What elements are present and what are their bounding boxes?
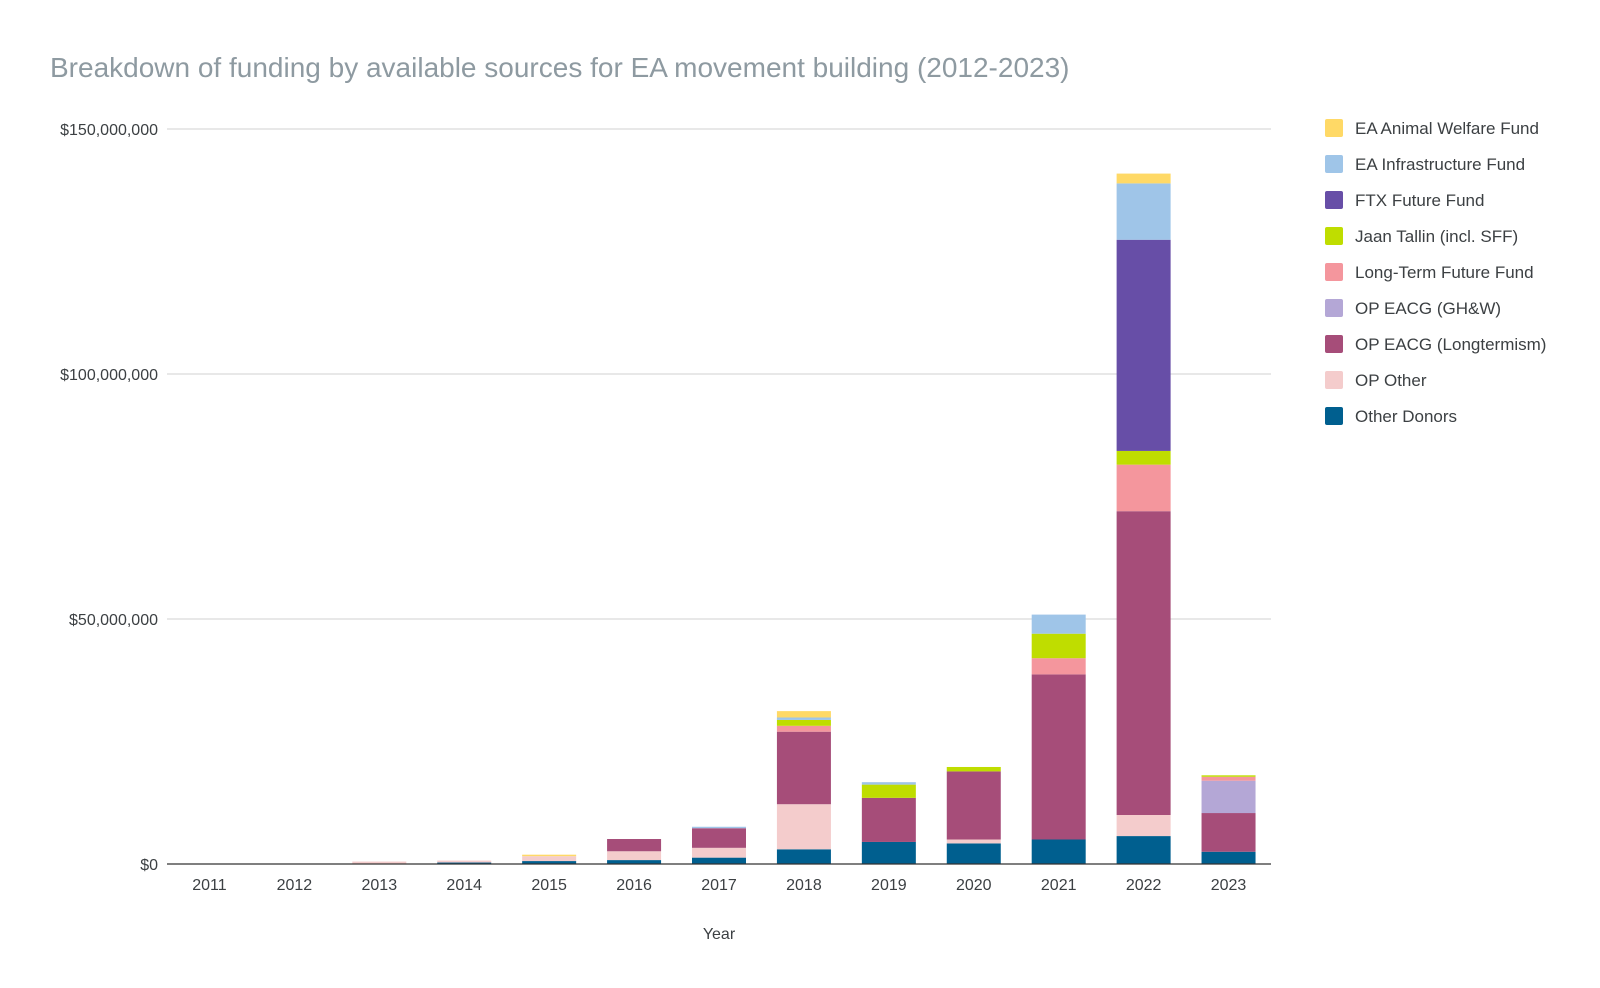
x-tick-label-2021: 2021: [1041, 877, 1077, 894]
legend-item-jaan-tallin-incl-sff: Jaan Tallin (incl. SFF): [1325, 227, 1518, 246]
legend-label: Other Donors: [1355, 407, 1457, 426]
legend-swatch: [1325, 227, 1343, 245]
bar-2016-op-eacg-longtermism: [607, 839, 662, 852]
bar-2021-op-eacg-longtermism: [1031, 674, 1086, 840]
x-tick-label-2013: 2013: [362, 877, 398, 894]
x-tick-label-2018: 2018: [786, 877, 822, 894]
bar-2022-jaan-tallin-incl-sff: [1116, 450, 1171, 465]
bar-2023-other-donors: [1201, 851, 1256, 864]
legend-swatch: [1325, 263, 1343, 281]
legend-swatch: [1325, 155, 1343, 173]
gridlines: [167, 128, 1271, 620]
legend-label: Jaan Tallin (incl. SFF): [1355, 227, 1518, 246]
bar-2017-other-donors: [692, 857, 746, 864]
legend-label: EA Infrastructure Fund: [1355, 155, 1525, 174]
legend-label: FTX Future Fund: [1355, 191, 1484, 210]
bar-2014-other-donors: [437, 862, 492, 864]
legend-item-op-eacg-longtermism: OP EACG (Longtermism): [1325, 335, 1546, 354]
x-tick-label-2014: 2014: [446, 877, 482, 894]
bar-2018-long-term-future-fund: [776, 725, 831, 732]
bar-2020-op-other: [946, 839, 1001, 844]
bar-2016-other-donors: [607, 860, 662, 864]
bar-2020-jaan-tallin-incl-sff: [946, 766, 1001, 772]
x-tick-label-2011: 2011: [192, 877, 227, 894]
x-tick-label-2019: 2019: [871, 877, 907, 894]
bar-2017-ea-infrastructure-fund: [692, 826, 746, 829]
bar-2021-ea-infrastructure-fund: [1031, 614, 1086, 634]
bar-2015-op-other: [522, 856, 577, 862]
legend-label: OP EACG (GH&W): [1355, 299, 1501, 318]
x-tick-label-2015: 2015: [531, 877, 567, 894]
bar-2023-op-eacg-longtermism: [1201, 813, 1256, 852]
bar-2016-op-other: [607, 851, 662, 861]
x-tick-label-2016: 2016: [616, 877, 652, 894]
legend-label: Long-Term Future Fund: [1355, 263, 1534, 282]
x-tick-label-2023: 2023: [1211, 877, 1247, 894]
bar-2019-op-eacg-longtermism: [861, 797, 916, 842]
y-axis-tick-labels: $0 $50,000,000 $100,000,000 $150,000,000: [60, 122, 158, 874]
legend-swatch: [1325, 191, 1343, 209]
bar-2019-other-donors: [861, 841, 916, 864]
bar-2018-ea-infrastructure-fund: [776, 717, 831, 720]
bar-2022-ea-animal-welfare-fund: [1116, 173, 1171, 184]
bars: [352, 173, 1256, 865]
bar-2022-other-donors: [1116, 836, 1171, 864]
legend-item-ftx-future-fund: FTX Future Fund: [1325, 191, 1484, 210]
legend-item-long-term-future-fund: Long-Term Future Fund: [1325, 263, 1534, 282]
chart-title: Breakdown of funding by available source…: [50, 52, 1070, 83]
legend: EA Animal Welfare Fund EA Infrastructure …: [1325, 119, 1546, 426]
bar-2018-other-donors: [776, 849, 831, 864]
x-tick-label-2022: 2022: [1126, 877, 1162, 894]
legend-item-op-other: OP Other: [1325, 371, 1427, 390]
bar-2018-op-eacg-longtermism: [776, 731, 831, 805]
bar-2020-other-donors: [946, 843, 1001, 864]
legend-label: OP Other: [1355, 371, 1427, 390]
legend-swatch: [1325, 371, 1343, 389]
legend-item-ea-animal-welfare-fund: EA Animal Welfare Fund: [1325, 119, 1539, 138]
bar-2023-long-term-future-fund: [1201, 776, 1256, 781]
legend-item-ea-infrastructure-fund: EA Infrastructure Fund: [1325, 155, 1525, 174]
bar-2023-op-eacg-gh-w: [1201, 780, 1256, 814]
bar-2022-op-eacg-longtermism: [1116, 511, 1171, 815]
bar-2017-op-other: [692, 847, 746, 858]
bar-2022-long-term-future-fund: [1116, 464, 1171, 512]
y-tick-label: $50,000,000: [69, 612, 158, 629]
bar-2023-jaan-tallin-incl-sff: [1201, 775, 1256, 777]
bar-2015-ea-animal-welfare-fund: [522, 854, 577, 857]
y-tick-label: $150,000,000: [60, 122, 158, 139]
bar-2022-ea-infrastructure-fund: [1116, 183, 1171, 240]
bar-2021-long-term-future-fund: [1031, 658, 1086, 675]
y-tick-label: $0: [140, 857, 158, 874]
x-axis-title: Year: [703, 926, 736, 943]
bar-2018-op-other: [776, 804, 831, 850]
bar-2014-op-other: [437, 860, 492, 863]
bar-2018-ea-animal-welfare-fund: [776, 711, 831, 718]
bar-2015-other-donors: [522, 861, 577, 864]
legend-swatch: [1325, 119, 1343, 137]
bar-2022-ftx-future-fund: [1116, 239, 1171, 451]
legend-label: OP EACG (Longtermism): [1355, 335, 1546, 354]
x-axis-tick-labels: 2011 2012 2013 2014 2015 2016 2017 2018 2019 2020…: [192, 877, 1246, 894]
x-tick-label-2017: 2017: [701, 877, 737, 894]
bar-2019-ea-infrastructure-fund: [861, 782, 916, 785]
legend-item-op-eacg-gh-w: OP EACG (GH&W): [1325, 299, 1501, 318]
bar-2021-other-donors: [1031, 839, 1086, 864]
x-tick-label-2012: 2012: [277, 877, 313, 894]
legend-swatch: [1325, 407, 1343, 425]
legend-item-other-donors: Other Donors: [1325, 407, 1457, 426]
bar-2018-jaan-tallin-incl-sff: [776, 719, 831, 726]
x-tick-label-2020: 2020: [956, 877, 992, 894]
legend-label: EA Animal Welfare Fund: [1355, 119, 1539, 138]
legend-swatch: [1325, 299, 1343, 317]
bar-2022-op-other: [1116, 815, 1171, 837]
bar-2021-jaan-tallin-incl-sff: [1031, 633, 1086, 659]
bar-2017-op-eacg-longtermism: [692, 828, 746, 848]
bar-2013-op-other: [352, 861, 407, 864]
bar-2019-jaan-tallin-incl-sff: [861, 784, 916, 798]
legend-swatch: [1325, 335, 1343, 353]
y-tick-label: $100,000,000: [60, 367, 158, 384]
bar-2020-op-eacg-longtermism: [946, 771, 1001, 840]
